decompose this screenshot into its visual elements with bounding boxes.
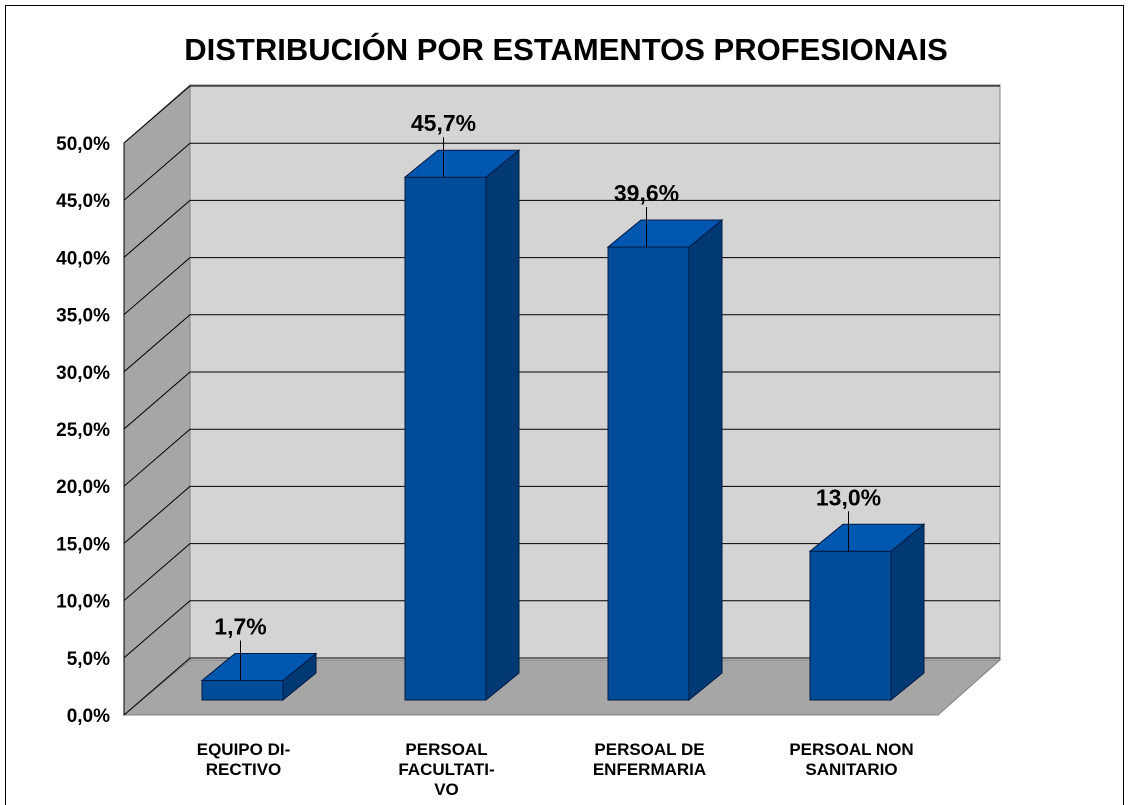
x-tick-label-line: ENFERMARIA — [593, 760, 706, 779]
x-tick-label-line: EQUIPO DI- — [197, 740, 291, 759]
grid-line — [123, 257, 1000, 315]
y-tick-label: 35,0% — [56, 306, 110, 327]
grid-line — [123, 600, 1000, 659]
grid-line — [123, 142, 1000, 201]
bar — [403, 149, 521, 702]
x-tick-label: EQUIPO DI-RECTIVO — [197, 740, 291, 779]
x-tick-label: PERSOAL NON SANITARIO — [789, 740, 913, 779]
chart-title: DISTRIBUCIÓN POR ESTAMENTOS PROFESIONAIS — [184, 31, 948, 67]
bar — [606, 218, 724, 702]
grid-line — [123, 543, 1000, 601]
bar — [200, 652, 318, 702]
x-tick-label-line: VO — [434, 780, 459, 799]
y-tick-label: 0,0% — [67, 706, 110, 727]
y-tick-label: 30,0% — [56, 363, 110, 384]
grid-line — [123, 199, 1000, 258]
bar-front — [607, 246, 690, 701]
grid-line — [123, 314, 1000, 373]
bar — [808, 523, 926, 702]
bar-front — [404, 176, 487, 701]
grid-line — [123, 485, 1000, 544]
y-tick-label: 40,0% — [56, 248, 110, 269]
bar-front — [201, 680, 284, 701]
bar-top — [403, 149, 521, 178]
y-tick-label: 5,0% — [67, 649, 110, 670]
x-tick-label: PERSOAL FACULTATI-VO — [398, 740, 494, 799]
bar-top — [606, 219, 724, 248]
y-tick-label: 10,0% — [56, 592, 110, 613]
bar-side — [890, 523, 925, 702]
y-tick-label: 45,0% — [56, 191, 110, 212]
grid-line — [123, 85, 1000, 144]
x-tick-label-line: PERSOAL DE — [594, 740, 704, 759]
x-tick-label: PERSOAL DE ENFERMARIA — [593, 740, 706, 779]
value-label: 39,6% — [614, 180, 679, 206]
x-tick-label-line: RECTIVO — [206, 760, 282, 779]
y-tick-label: 50,0% — [56, 134, 110, 155]
bar-top — [808, 523, 926, 552]
y-tick-label: 15,0% — [56, 534, 110, 555]
bar-side — [688, 218, 723, 702]
grid-line — [123, 428, 1000, 487]
value-label: 45,7% — [411, 110, 476, 136]
bar-front — [809, 550, 892, 701]
y-tick-label: 25,0% — [56, 420, 110, 441]
value-label: 13,0% — [816, 484, 881, 510]
x-tick-label-line: PERSOAL NON — [789, 740, 913, 759]
bar-side — [485, 149, 520, 702]
x-tick-label-line: SANITARIO — [805, 760, 897, 779]
x-tick-label-line: PERSOAL — [405, 740, 487, 759]
floor — [122, 659, 1002, 716]
grid-line — [123, 657, 1000, 716]
bar-top — [200, 653, 318, 682]
grid-line — [123, 371, 1000, 430]
value-label: 1,7% — [214, 614, 266, 640]
y-tick-label: 20,0% — [56, 477, 110, 498]
x-tick-label-line: FACULTATI- — [398, 760, 494, 779]
